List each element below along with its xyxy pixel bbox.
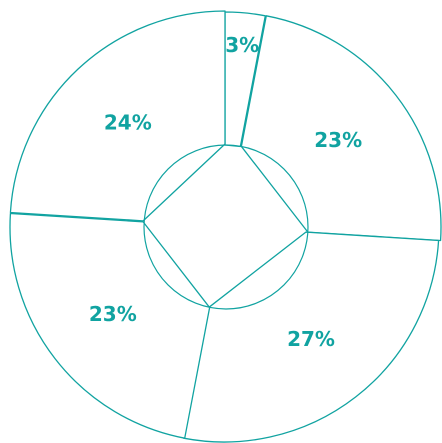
pie-inner-circle: [143, 144, 309, 310]
pie-slices: [9, 10, 442, 443]
pie-slice-5: [9, 10, 226, 222]
pie-slice-label-4: 23%: [89, 302, 137, 326]
pie-slice-label-3: 27%: [287, 327, 335, 351]
pie-labels: 3% 23% 27% 23% 24%: [89, 33, 362, 351]
pie-slice-3: [183, 231, 440, 443]
pie-slice-2: [240, 15, 442, 242]
pie-slice-label-1: 3%: [225, 33, 259, 57]
pie-slice-4: [9, 212, 211, 439]
pie-slice-label-2: 23%: [314, 128, 362, 152]
pie-slice-label-5: 24%: [104, 111, 152, 135]
